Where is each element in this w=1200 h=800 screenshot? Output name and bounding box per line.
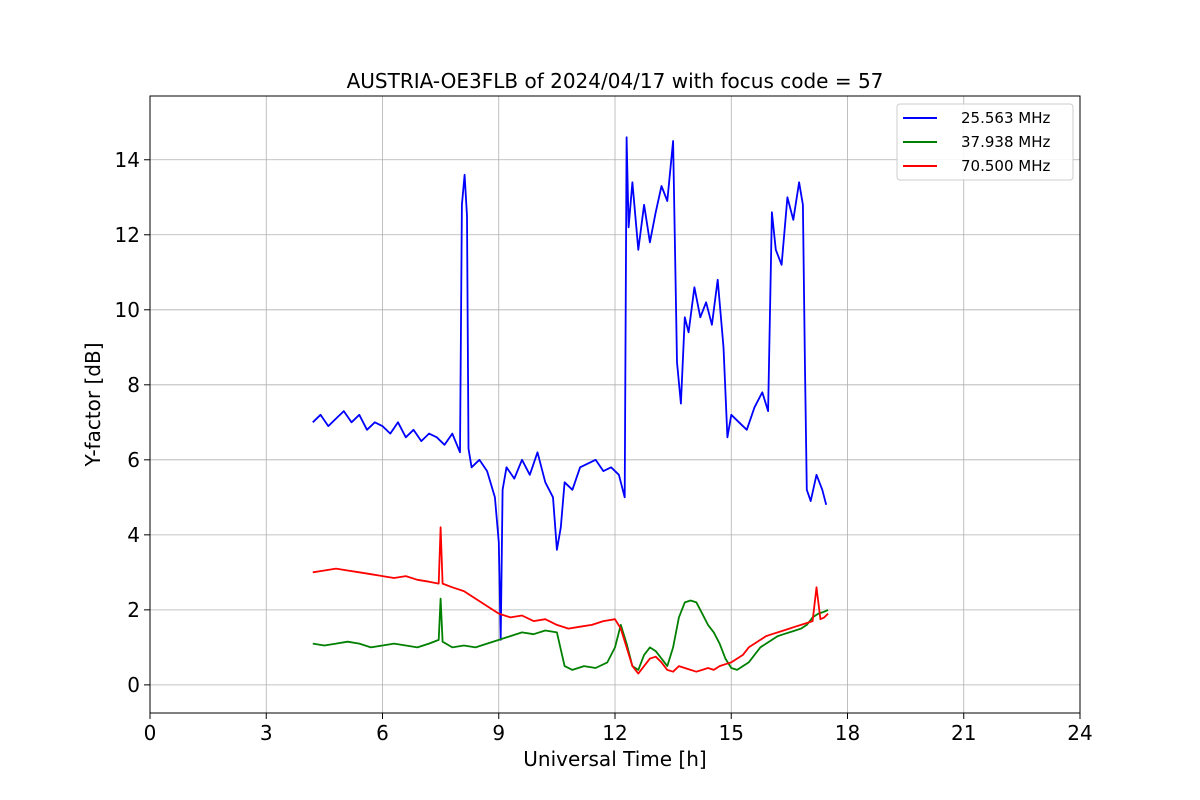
x-tick-label: 15 xyxy=(719,721,744,745)
y-tick-label: 4 xyxy=(127,523,140,547)
y-axis-label: Y-factor [dB] xyxy=(81,342,105,467)
legend: 25.563 MHz 37.938 MHz 70.500 MHz xyxy=(896,103,1074,181)
x-tick-label: 9 xyxy=(492,721,505,745)
y-axis-ticks: 0 2 4 6 8 10 12 14 xyxy=(115,148,150,697)
y-tick-label: 10 xyxy=(115,298,140,322)
x-tick-label: 12 xyxy=(602,721,627,745)
y-tick-label: 0 xyxy=(127,673,140,697)
legend-label: 37.938 MHz xyxy=(961,133,1050,151)
x-tick-label: 3 xyxy=(260,721,273,745)
x-axis-ticks: 0 3 6 9 12 15 18 21 24 xyxy=(144,713,1093,745)
x-tick-label: 18 xyxy=(835,721,860,745)
x-axis-label: Universal Time [h] xyxy=(523,747,706,771)
legend-box xyxy=(896,103,1074,181)
y-tick-label: 8 xyxy=(127,373,140,397)
legend-label: 25.563 MHz xyxy=(961,109,1050,127)
chart-title: AUSTRIA-OE3FLB of 2024/04/17 with focus … xyxy=(347,69,884,93)
x-tick-label: 0 xyxy=(144,721,157,745)
x-tick-label: 21 xyxy=(951,721,976,745)
legend-label: 70.500 MHz xyxy=(961,157,1050,175)
x-tick-label: 6 xyxy=(376,721,389,745)
series-line-1 xyxy=(312,597,829,671)
series-lines xyxy=(312,136,829,675)
y-tick-label: 12 xyxy=(115,223,140,247)
x-tick-label: 24 xyxy=(1067,721,1092,745)
y-tick-label: 2 xyxy=(127,598,140,622)
y-tick-label: 6 xyxy=(127,448,140,472)
series-line-2 xyxy=(312,526,829,675)
series-line-0 xyxy=(312,136,828,641)
y-tick-label: 14 xyxy=(115,148,140,172)
